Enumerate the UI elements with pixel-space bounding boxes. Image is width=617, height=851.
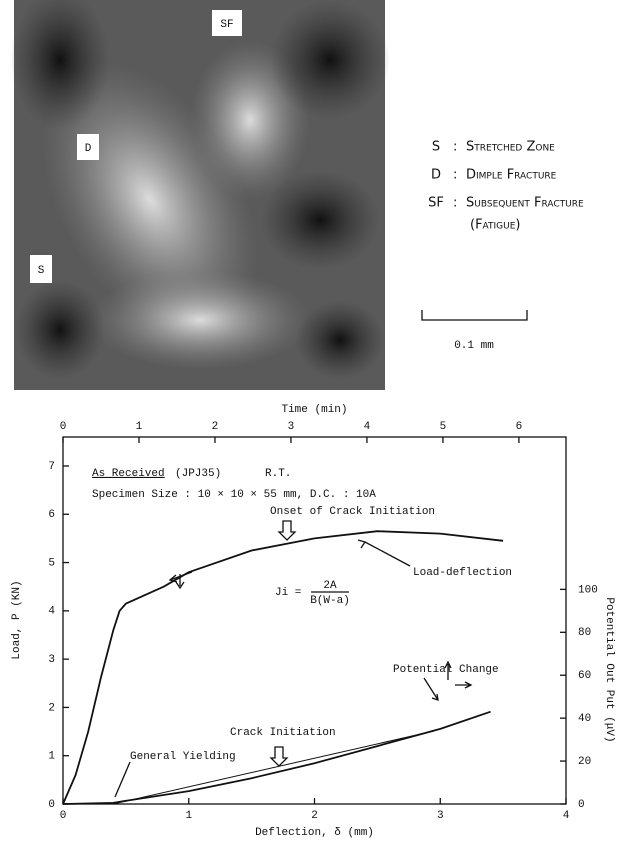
annotation: (JPJ35) xyxy=(175,468,221,480)
legend-key: D xyxy=(431,168,441,183)
y2-tick-label: 40 xyxy=(578,713,591,725)
x2-tick-label: 6 xyxy=(516,421,523,433)
y-tick-label: 6 xyxy=(48,509,55,521)
figure: SF D S S : Stretched Zone D : Dimple Fra… xyxy=(0,0,617,851)
x2-tick-label: 5 xyxy=(440,421,447,433)
annotation: Load-deflection xyxy=(413,567,512,579)
page: SF D S S : Stretched Zone D : Dimple Fra… xyxy=(0,0,617,851)
legend-text: Stretched Zone xyxy=(466,140,555,155)
annotation: Crack Initiation xyxy=(230,727,336,739)
micrograph: SF D S xyxy=(0,0,390,390)
legend-sep: : xyxy=(453,140,457,155)
y-tick-label: 5 xyxy=(48,557,55,569)
annotation: R.T. xyxy=(265,468,291,480)
scale-bar-label: 0.1 mm xyxy=(454,340,494,352)
legend-key: SF xyxy=(428,196,444,211)
micrograph-label: D xyxy=(85,143,92,155)
legend-text: Dimple Fracture xyxy=(466,168,557,183)
legend-note: (Fatigue) xyxy=(470,218,520,233)
x-tick-label: 0 xyxy=(60,810,67,822)
y-axis-label: Load, P (KN) xyxy=(11,580,23,659)
legend-sep: : xyxy=(453,168,457,183)
x2-tick-label: 1 xyxy=(136,421,143,433)
annotation: Onset of Crack Initiation xyxy=(270,506,435,518)
y2-tick-label: 60 xyxy=(578,670,591,682)
pointer xyxy=(455,682,471,688)
micrograph-label: S xyxy=(38,265,45,277)
micrograph-label: SF xyxy=(220,19,233,31)
y2-tick-label: 100 xyxy=(578,584,598,596)
y-tick-label: 7 xyxy=(48,461,55,473)
x-axis-label: Deflection, δ (mm) xyxy=(255,827,374,839)
annotation: General Yielding xyxy=(130,751,236,763)
y2-tick-label: 20 xyxy=(578,756,591,768)
pointer xyxy=(115,762,130,797)
x-tick-label: 3 xyxy=(437,810,444,822)
annotation: 2A xyxy=(323,580,337,592)
y-tick-label: 1 xyxy=(48,751,55,763)
y-tick-label: 3 xyxy=(48,654,55,666)
pointer xyxy=(358,540,365,548)
annotation: Ji = xyxy=(275,587,301,599)
pointer xyxy=(424,678,438,700)
legend: S : Stretched Zone D : Dimple Fracture S… xyxy=(428,140,584,233)
y2-tick-label: 0 xyxy=(578,799,585,811)
scale-bar: 0.1 mm xyxy=(422,310,527,352)
y-tick-label: 0 xyxy=(48,799,55,811)
annotation: As Received xyxy=(92,468,165,480)
pointer xyxy=(279,521,295,540)
y2-tick-label: 80 xyxy=(578,627,591,639)
x2-tick-label: 4 xyxy=(364,421,371,433)
annotation: Specimen Size : 10 × 10 × 55 mm, D.C. : … xyxy=(92,489,376,501)
x-tick-label: 2 xyxy=(311,810,318,822)
y-tick-label: 4 xyxy=(48,606,55,618)
y-tick-label: 2 xyxy=(48,702,55,714)
pointer xyxy=(271,747,287,766)
curve xyxy=(113,731,434,804)
legend-sep: : xyxy=(453,196,457,211)
y2-axis-label: Potential Out Put (μV) xyxy=(603,597,615,742)
x2-tick-label: 3 xyxy=(288,421,295,433)
x2-axis-label: Time (min) xyxy=(281,404,347,416)
x-tick-label: 4 xyxy=(563,810,570,822)
annotation: B(W-a) xyxy=(310,595,350,607)
legend-key: S xyxy=(432,140,440,155)
pointer xyxy=(365,542,410,566)
legend-text: Subsequent Fracture xyxy=(466,196,584,211)
x2-tick-label: 2 xyxy=(212,421,219,433)
x2-tick-label: 0 xyxy=(60,421,67,433)
curve xyxy=(63,712,491,804)
x-tick-label: 1 xyxy=(185,810,192,822)
